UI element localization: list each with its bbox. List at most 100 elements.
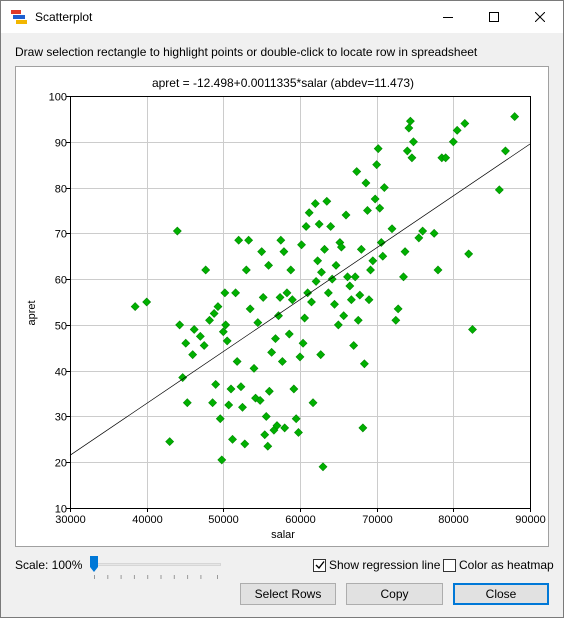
data-point [226,384,236,394]
data-point [289,384,299,394]
data-point [282,288,292,298]
data-point [142,297,152,307]
heatmap-checkbox-box[interactable] [443,558,456,572]
y-tick-label: 80 [55,184,67,196]
close-window-button[interactable] [517,1,563,33]
data-point [393,304,403,314]
scatter-plot[interactable]: apret = -12.498+0.0011335*salar (abdev=1… [16,67,548,546]
data-point [228,434,237,444]
data-point [414,233,424,243]
data-point [368,256,378,266]
data-point [494,185,504,195]
data-point [343,272,352,282]
data-point [331,260,341,270]
regression-line [69,143,531,456]
data-point [231,288,241,298]
data-point [355,290,365,300]
data-point [224,400,234,410]
data-point [238,402,247,412]
data-point [400,247,410,257]
x-tick-label: 50000 [208,514,239,526]
x-tick-label: 90000 [515,514,546,526]
data-point [220,288,230,298]
close-icon [535,12,545,22]
data-point [286,265,296,275]
data-point [399,272,408,282]
x-tick-label: 30000 [55,514,86,526]
close-button[interactable]: Close [453,583,549,605]
data-point [181,338,191,348]
select-rows-button[interactable]: Select Rows [240,583,336,605]
data-point [366,265,375,275]
data-point [172,226,182,236]
minimize-icon [443,17,453,18]
data-point [211,379,221,389]
data-point [241,265,251,275]
data-point [234,235,244,245]
data-point [373,144,383,154]
data-point [222,336,232,346]
data-point [460,119,470,128]
data-point [363,206,372,215]
data-point [258,292,268,302]
data-point [407,153,417,163]
data-point [232,357,242,366]
data-point [130,302,140,312]
regression-layer [69,143,531,456]
x-tick-label: 70000 [362,514,393,526]
data-point [510,112,520,122]
data-point [349,341,359,350]
data-point [313,256,323,266]
data-point [379,183,389,192]
instructions-text: Draw selection rectangle to highlight po… [15,45,478,59]
plot-area[interactable]: apret = -12.498+0.0011335*salar (abdev=1… [15,66,549,547]
x-axis-label: salar [271,529,295,541]
data-point [370,194,380,204]
slider-thumb[interactable] [90,556,98,572]
copy-button[interactable]: Copy [346,583,443,605]
data-point [356,244,366,254]
data-point [294,428,303,437]
data-point [448,137,458,147]
show-regression-checkbox[interactable]: Show regression line [313,558,440,572]
checkmark-icon [315,561,325,570]
data-point [359,359,369,369]
data-point [375,203,385,213]
color-heatmap-checkbox[interactable]: Color as heatmap [443,558,554,572]
maximize-button[interactable] [471,1,517,33]
data-point [409,137,418,147]
data-point [353,315,363,325]
title-bar[interactable]: Scatterplot [1,1,563,33]
y-tick-label: 10 [55,504,67,516]
data-point [322,196,332,206]
data-point [310,199,320,209]
data-point [301,222,311,231]
chart-title: apret = -12.498+0.0011335*salar (abdev=1… [152,76,414,90]
data-point [182,398,192,408]
data-point [274,311,283,321]
scale-slider[interactable] [87,555,225,581]
data-point [387,224,397,234]
data-point [218,327,228,337]
data-point [249,363,259,373]
data-point [272,421,282,431]
data-point [464,249,474,259]
data-point [277,357,287,366]
regression-checkbox-box[interactable] [313,558,326,572]
minimize-button[interactable] [425,1,471,33]
data-point [287,295,297,305]
data-point [372,160,382,170]
data-point [199,341,209,350]
data-point [391,315,401,325]
scale-label: Scale: 100% [15,558,83,572]
data-point [298,338,308,348]
data-point [178,373,188,382]
app-icon [11,10,27,24]
data-point [271,334,280,344]
data-point [316,350,326,360]
data-point [255,395,265,405]
data-point [323,288,333,298]
data-points [130,112,520,472]
slider-ticks [94,575,218,579]
